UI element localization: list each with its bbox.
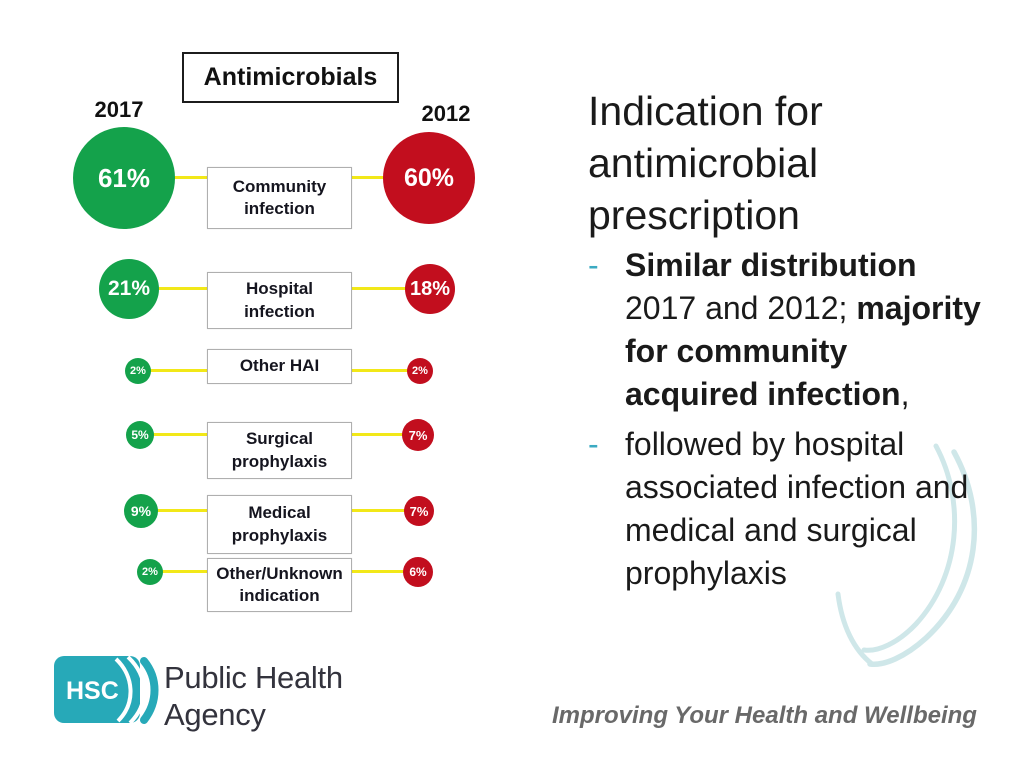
bullet-text-line: prophylaxis: [625, 552, 968, 595]
connector-line: [347, 570, 406, 573]
bullet-text-line: associated infection and: [625, 466, 968, 509]
diagram-title: Antimicrobials: [203, 63, 378, 91]
connector-line: [347, 433, 405, 436]
hsc-logo-text: HSC: [66, 677, 119, 705]
connector-line: [160, 570, 210, 573]
bullet-segment: for community: [625, 333, 848, 369]
connector-line: [347, 509, 407, 512]
row-label-box: Surgical prophylaxis: [207, 422, 352, 479]
row-label-line: prophylaxis: [231, 451, 328, 471]
bullet-segment: Similar distribution: [625, 247, 917, 283]
left-circle-2017: 2%: [125, 358, 151, 384]
bullet-text-line: followed by hospital: [625, 423, 968, 466]
slide-title-line: antimicrobial: [588, 140, 819, 186]
left-circle-2017: 9%: [124, 494, 158, 528]
bullet-text-line: Similar distribution: [625, 244, 981, 287]
row-label-box: Other/Unknown indication: [207, 558, 352, 612]
connector-line: [151, 433, 210, 436]
pha-name: Public Health Agency: [164, 659, 343, 733]
row-label-line: Hospital: [245, 279, 314, 299]
row-label-box: Community infection: [207, 167, 352, 229]
diagram-title-box: Antimicrobials: [182, 52, 399, 103]
bullet-segment: followed by hospital: [625, 426, 905, 462]
connector-line: [172, 176, 210, 179]
swirl-watermark: [835, 443, 978, 668]
row-label-box: Medical prophylaxis: [207, 495, 352, 554]
bullet-list: - Similar distribution 2017 and 2012; majo…: [588, 244, 1018, 595]
right-circle-2012: 6%: [403, 557, 433, 587]
left-circle-2017: 2%: [137, 559, 163, 585]
bullet-segment: associated infection and: [625, 469, 969, 505]
bullet-text: Similar distribution 2017 and 2012; major…: [625, 244, 981, 416]
column-label-2012: 2012: [421, 101, 471, 126]
right-circle-2012: 7%: [402, 419, 434, 451]
pha-name-line: Public Health: [164, 660, 343, 695]
bullet-text-line: for community: [625, 330, 981, 373]
bullet-item: - Similar distribution 2017 and 2012; majo…: [588, 244, 1018, 416]
bullet-segment: acquired infection: [625, 376, 901, 412]
row-label-line: Other HAI: [239, 356, 320, 376]
row-label-line: Community: [232, 176, 327, 196]
bullet-segment: ,: [900, 376, 910, 412]
slide-title-line: prescription: [588, 192, 800, 238]
row-label-box: Hospital infection: [207, 272, 352, 329]
connector-line: [347, 287, 408, 290]
bullet-text-line: medical and surgical: [625, 509, 968, 552]
row-label-box: Other HAI: [207, 349, 352, 384]
right-circle-2012: 18%: [405, 264, 455, 314]
right-circle-2012: 7%: [404, 496, 434, 526]
row-label-line: indication: [239, 586, 320, 605]
pha-name-line: Agency: [164, 697, 266, 732]
left-circle-2017: 21%: [99, 259, 159, 319]
bullet-segment: 2017 and 2012;: [625, 290, 857, 326]
tagline: Improving Your Health and Wellbeing: [552, 702, 977, 729]
bullet-text: followed by hospital associated infection…: [625, 423, 968, 595]
bullet-dash: -: [588, 426, 599, 462]
row-label-line: infection: [244, 301, 315, 321]
row-label-line: Other/Unknown: [216, 563, 343, 583]
bullet-segment: majority: [856, 290, 981, 326]
right-circle-2012: 60%: [383, 132, 475, 224]
hsc-logo: HSC: [54, 656, 159, 725]
left-circle-2017: 5%: [126, 421, 154, 449]
connector-line: [347, 176, 386, 179]
row-label-line: infection: [244, 199, 315, 218]
connector-line: [155, 509, 210, 512]
bullet-text-line: 2017 and 2012; majority: [625, 287, 981, 330]
left-circle-2017: 61%: [73, 127, 175, 229]
bullet-text-line: acquired infection,: [625, 373, 981, 416]
slide-title: Indication for antimicrobial prescriptio…: [588, 85, 1018, 241]
row-label-line: prophylaxis: [231, 525, 328, 545]
connector-line: [156, 287, 210, 290]
row-label-line: Medical: [248, 503, 311, 523]
bullet-item: - followed by hospital associated infectio…: [588, 423, 1018, 595]
column-label-2017: 2017: [94, 97, 144, 122]
bullet-dash: -: [588, 247, 599, 283]
bullet-segment: prophylaxis: [625, 555, 787, 591]
row-label-line: Surgical: [245, 429, 314, 449]
slide-title-line: Indication for: [588, 88, 823, 134]
right-circle-2012: 2%: [407, 358, 433, 384]
connector-line: [148, 369, 210, 372]
bullet-segment: medical and surgical: [625, 512, 917, 548]
connector-line: [347, 369, 410, 372]
